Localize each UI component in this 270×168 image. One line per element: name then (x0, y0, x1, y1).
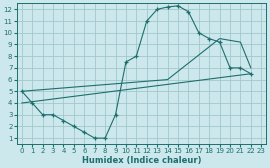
X-axis label: Humidex (Indice chaleur): Humidex (Indice chaleur) (82, 156, 201, 164)
